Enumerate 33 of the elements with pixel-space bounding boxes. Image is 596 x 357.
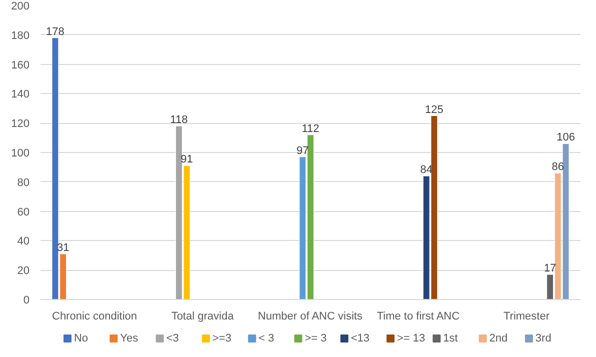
y-tick-label: 200 bbox=[11, 0, 30, 12]
y-tick-label: 160 bbox=[11, 59, 30, 72]
legend-label: Yes bbox=[120, 332, 139, 344]
x-tick-label: Total gravida bbox=[171, 310, 235, 322]
y-tick-label: 40 bbox=[17, 236, 30, 248]
data-label: 91 bbox=[180, 154, 193, 166]
legend-label: 1st bbox=[443, 332, 458, 344]
y-tick-label: 120 bbox=[11, 118, 30, 130]
legend-label: >=3 bbox=[212, 332, 232, 344]
x-tick-label: Chronic condition bbox=[52, 310, 138, 322]
data-label: 106 bbox=[556, 132, 575, 144]
legend-label: >= 13 bbox=[397, 332, 426, 344]
data-label: 118 bbox=[170, 114, 188, 126]
legend-label: < 3 bbox=[258, 332, 274, 344]
legend-label: No bbox=[74, 332, 88, 344]
y-tick-label: 100 bbox=[11, 148, 30, 160]
legend-label: <13 bbox=[350, 332, 370, 344]
y-tick-label: 20 bbox=[17, 265, 30, 278]
data-label: 178 bbox=[46, 26, 64, 38]
y-tick-label: 140 bbox=[11, 88, 30, 101]
legend-label: 2nd bbox=[489, 332, 508, 344]
data-label: 112 bbox=[302, 122, 320, 135]
legend-label: 3rd bbox=[535, 332, 552, 344]
y-tick-label: 0 bbox=[23, 294, 30, 306]
x-tick-label: Number of ANC visits bbox=[258, 310, 363, 322]
legend-label: >= 3 bbox=[304, 332, 327, 344]
legend-label: <3 bbox=[166, 332, 179, 344]
y-tick-label: 60 bbox=[17, 206, 30, 218]
y-tick-label: 180 bbox=[11, 30, 30, 42]
x-tick-label: Time to first ANC bbox=[376, 310, 460, 322]
x-tick-label: Trimester bbox=[503, 310, 550, 322]
data-label: 125 bbox=[425, 104, 444, 116]
y-tick-label: 80 bbox=[17, 176, 30, 189]
